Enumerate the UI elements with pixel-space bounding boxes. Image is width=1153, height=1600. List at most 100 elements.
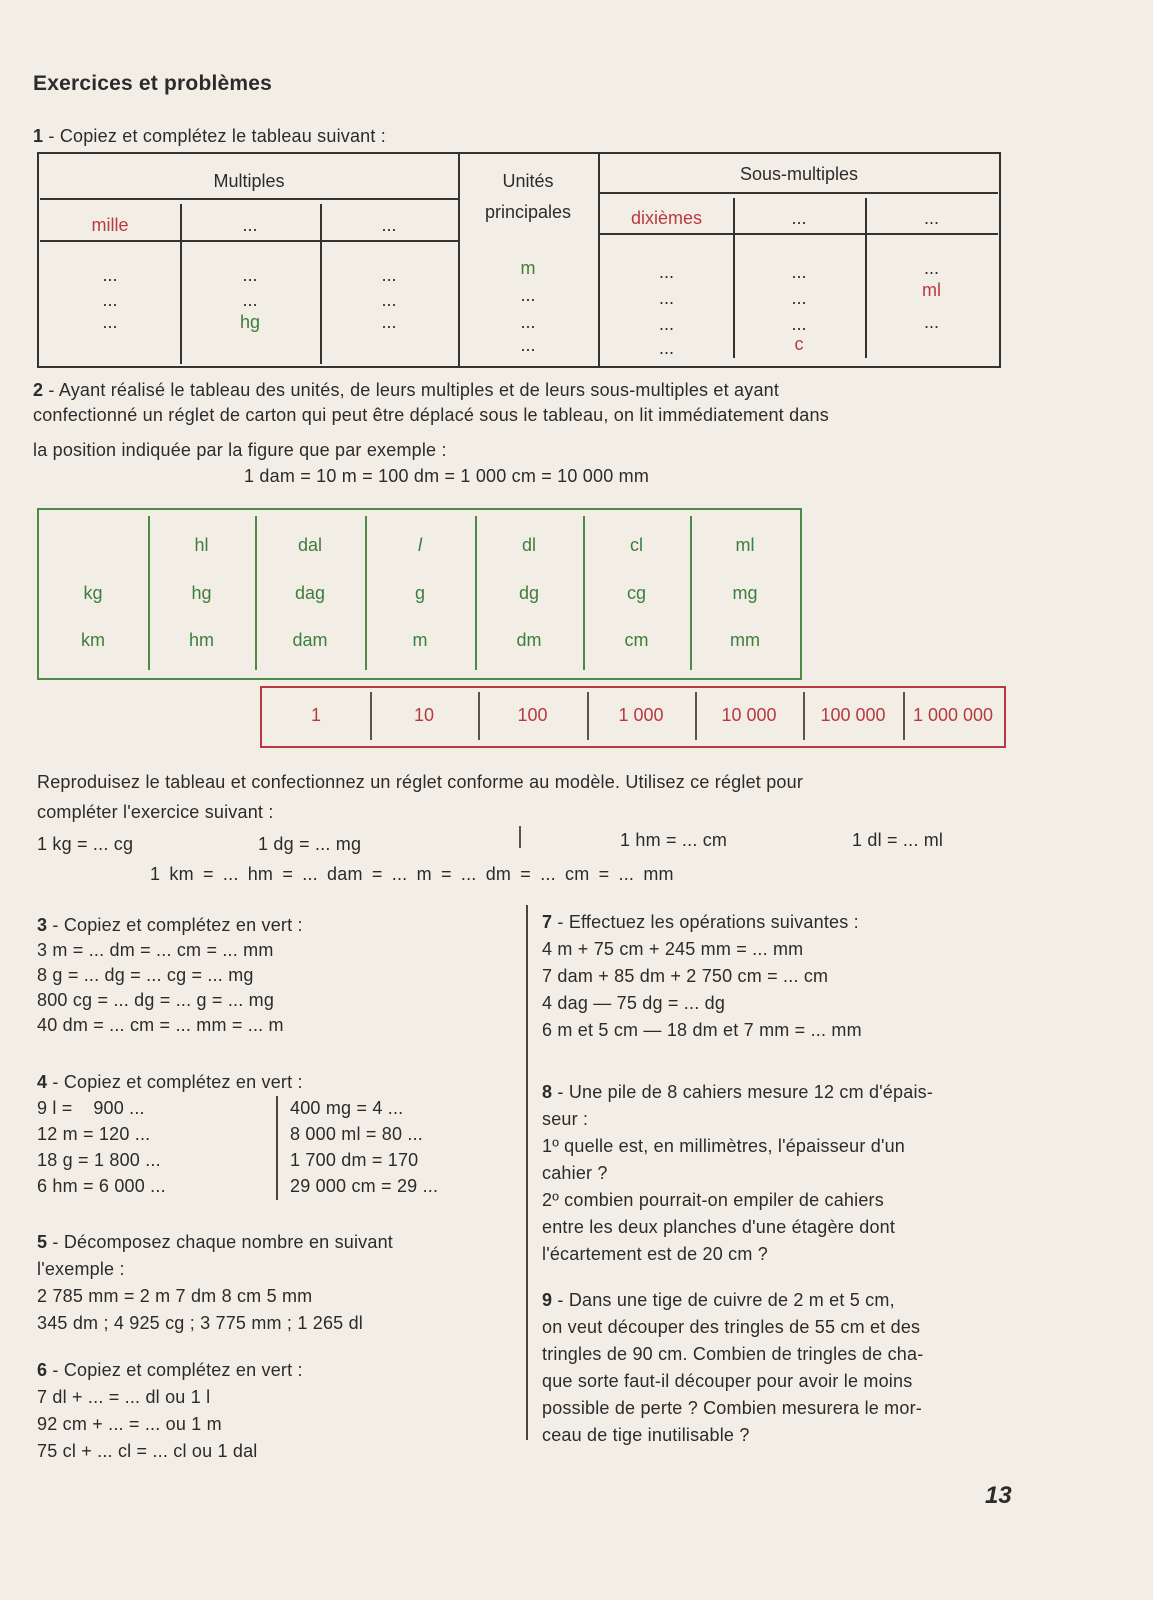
instruction-line: Reproduisez le tableau et confectionnez … <box>37 772 804 792</box>
ruler-value: 100 <box>517 705 548 725</box>
page-number: 13 <box>985 1482 1012 1509</box>
ex9-line: tringles de 90 cm. Combien de tringles d… <box>542 1344 924 1364</box>
ruler-divider <box>478 692 480 740</box>
unit-cell: mg <box>732 583 758 603</box>
ex8-line: entre les deux planches d'une étagère do… <box>542 1217 896 1237</box>
unit-cell: km <box>81 630 105 650</box>
unit-cell: g <box>414 583 425 603</box>
exercise-text: - Copiez et complétez en vert : <box>52 1360 303 1380</box>
table-cell: ... <box>381 290 397 310</box>
ex8-line: seur : <box>542 1109 589 1129</box>
column-divider <box>475 516 477 670</box>
unit-cell: dl <box>521 535 536 555</box>
exercise-item: 1 dl = ... ml <box>852 830 944 850</box>
table-cell: ... <box>791 314 807 334</box>
exercise-number: 2 <box>33 380 44 400</box>
subheader-cell: mille <box>91 215 129 235</box>
unit-cell: dal <box>297 535 323 555</box>
ex7-line: 7 dam + 85 dm + 2 750 cm = ... cm <box>542 966 829 986</box>
exercise-text: - Copiez et complétez en vert : <box>52 1072 303 1092</box>
exercise-2-line: 2 - Ayant réalisé le tableau des unités,… <box>33 380 779 401</box>
ex5-line: 345 dm ; 4 925 cg ; 3 775 mm ; 1 265 dl <box>37 1313 363 1333</box>
table-cell: ... <box>658 338 674 358</box>
ruler-divider <box>587 692 589 740</box>
exercise-text: - Dans une tige de cuivre de 2 m et 5 cm… <box>557 1290 895 1310</box>
ex4-item: 18 g = 1 800 ... <box>37 1150 161 1170</box>
unit-cell: cm <box>624 630 649 650</box>
subheader-cell: ... <box>381 215 397 235</box>
ex6-line: 7 dl + ... = ... dl ou 1 l <box>37 1387 211 1407</box>
ex8-line: l'écartement est de 20 cm ? <box>542 1244 768 1264</box>
exercise-2-line: la position indiquée par la figure que p… <box>33 440 447 460</box>
table-cell: c <box>794 334 804 354</box>
table-cell: ml <box>922 280 941 300</box>
exercise-item: 1 hm = ... cm <box>620 830 728 850</box>
table-cell: ... <box>520 285 536 305</box>
ex3-line: 40 dm = ... cm = ... mm = ... m <box>37 1015 284 1035</box>
ruler-value: 1 000 000 <box>912 705 994 725</box>
unit-cell: hg <box>191 583 212 603</box>
header-sous-multiples: Sous-multiples <box>739 164 859 184</box>
unit-cell: dam <box>292 630 328 650</box>
exercise-number: 5 <box>37 1232 48 1252</box>
ex3-line: 3 m = ... dm = ... cm = ... mm <box>37 940 274 960</box>
unit-cell: hm <box>188 630 214 650</box>
table-cell: ... <box>242 265 258 285</box>
column-divider <box>690 516 692 670</box>
ex7-line: 4 dag — 75 dg = ... dg <box>542 993 726 1013</box>
exercise-text: - Une pile de 8 cahiers mesure 12 cm d'é… <box>557 1082 934 1102</box>
unit-cell: cg <box>626 583 646 603</box>
ex6-line: 75 cl + ... cl = ... cl ou 1 dal <box>37 1441 258 1461</box>
subheader-cell: ... <box>242 215 258 235</box>
table-cell: ... <box>381 265 397 285</box>
ex4-item: 6 hm = 6 000 ... <box>37 1176 166 1196</box>
exercise-number: 8 <box>542 1082 553 1102</box>
exercise-number: 9 <box>542 1290 553 1310</box>
header-principales: principales <box>484 202 572 222</box>
exercise-item: 1 km = ... hm = ... dam = ... m = ... dm… <box>150 864 674 884</box>
table-cell: m <box>520 258 536 278</box>
unit-cell: dag <box>294 583 326 603</box>
example-equation: 1 dam = 10 m = 100 dm = 1 000 cm = 10 00… <box>244 466 650 486</box>
table-cell: ... <box>791 288 807 308</box>
subheader-cell: ... <box>791 208 807 228</box>
exercise-text: - Copiez et complétez le tableau suivant… <box>48 126 386 146</box>
ex4-title: 4 - Copiez et complétez en vert : <box>37 1072 303 1093</box>
ex6-line: 92 cm + ... = ... ou 1 m <box>37 1414 222 1434</box>
ex3-title: 3 - Copiez et complétez en vert : <box>37 915 303 936</box>
ex8-line: 1º quelle est, en millimètres, l'épaisse… <box>542 1136 906 1156</box>
table-cell: ... <box>102 312 118 332</box>
header-unites: Unités <box>502 171 554 191</box>
ex9-line: 9 - Dans une tige de cuivre de 2 m et 5 … <box>542 1290 895 1311</box>
exercise-item: 1 kg = ... cg <box>37 834 134 854</box>
ruler-value: 1 000 <box>618 705 664 725</box>
ruler-divider <box>370 692 372 740</box>
ex6-title: 6 - Copiez et complétez en vert : <box>37 1360 303 1381</box>
ex4-item: 1 700 dm = 170 <box>290 1150 419 1170</box>
exercise-number: 1 <box>33 126 44 146</box>
ex3-line: 8 g = ... dg = ... cg = ... mg <box>37 965 254 985</box>
table-cell: ... <box>923 312 939 332</box>
exercise-item: 1 dg = ... mg <box>258 834 362 854</box>
ruler-divider <box>803 692 805 740</box>
ruler-value: 10 000 <box>721 705 777 725</box>
ex8-line: 2º combien pourrait-on empiler de cahier… <box>542 1190 884 1210</box>
exercise-number: 6 <box>37 1360 48 1380</box>
ex5-line: 5 - Décomposez chaque nombre en suivant <box>37 1232 393 1253</box>
table-cell: ... <box>658 314 674 334</box>
ruler-value: 1 <box>310 705 321 725</box>
unit-cell: cl <box>630 535 643 555</box>
exercise-text: - Effectuez les opérations suivantes : <box>557 912 859 932</box>
ex9-line: que sorte faut-il découper pour avoir le… <box>542 1371 913 1391</box>
ex7-line: 6 m et 5 cm — 18 dm et 7 mm = ... mm <box>542 1020 862 1040</box>
ex5-line: 2 785 mm = 2 m 7 dm 8 cm 5 mm <box>37 1286 313 1306</box>
unit-cell: mm <box>730 630 760 650</box>
ex3-line: 800 cg = ... dg = ... g = ... mg <box>37 990 275 1010</box>
ex9-line: on veut découper des tringles de 55 cm e… <box>542 1317 921 1337</box>
unit-cell: l <box>418 535 422 555</box>
exercise-number: 3 <box>37 915 48 935</box>
section-heading: Exercices et problèmes <box>33 72 273 95</box>
instruction-line: compléter l'exercice suivant : <box>37 802 274 822</box>
table-cell: ... <box>658 262 674 282</box>
